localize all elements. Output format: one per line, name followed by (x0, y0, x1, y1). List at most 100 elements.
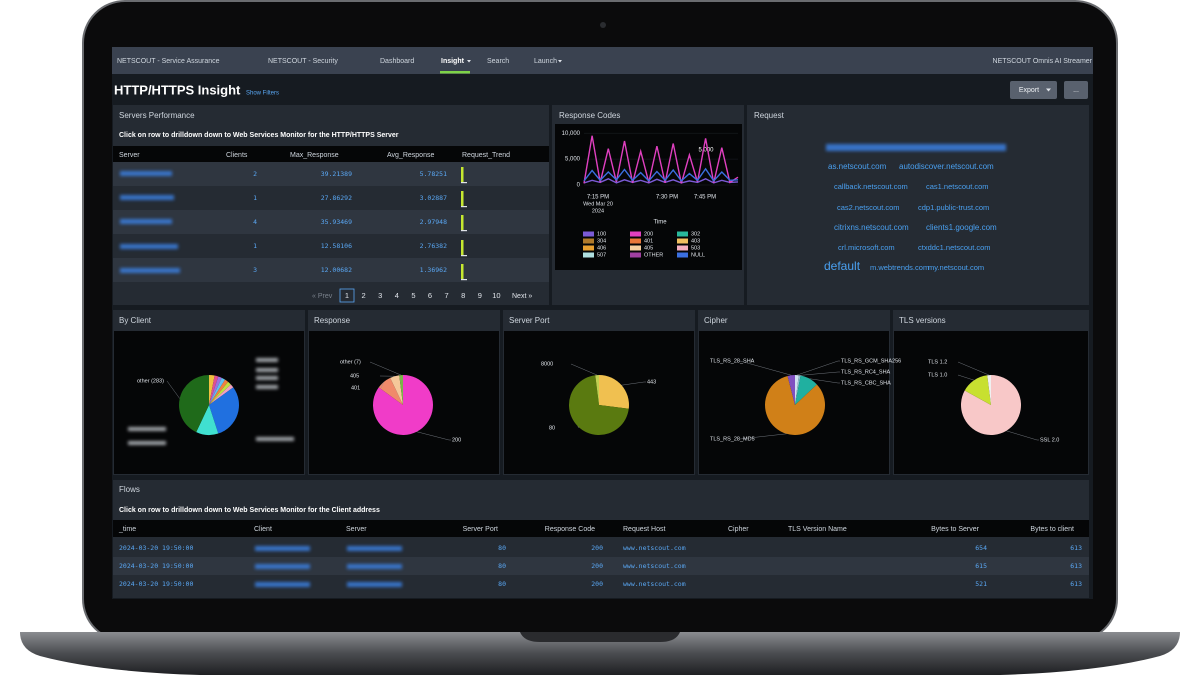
pie-slice[interactable] (209, 375, 215, 405)
request-word[interactable]: as.netscout.com (828, 162, 887, 171)
column-header[interactable]: Client (254, 526, 272, 533)
column-header[interactable]: Request_Trend (462, 152, 510, 159)
more-label[interactable]: ... (1073, 87, 1079, 94)
column-header[interactable]: Server (119, 152, 140, 159)
column-header[interactable]: Avg_Response (387, 152, 434, 159)
column-header[interactable]: Server (346, 526, 367, 533)
page-number[interactable]: 10 (492, 291, 500, 300)
pie-slice[interactable] (209, 376, 222, 405)
page-number[interactable]: 2 (362, 291, 366, 300)
pie-slice[interactable] (599, 375, 629, 409)
request-word[interactable]: m.webtrends.com (870, 263, 929, 272)
table-row[interactable] (113, 557, 1089, 575)
more-button[interactable] (1064, 81, 1088, 99)
pie-slice[interactable] (179, 375, 209, 433)
next-page[interactable]: Next » (512, 293, 532, 300)
nav-item[interactable]: Search (487, 58, 509, 65)
pie-slice[interactable] (795, 375, 799, 405)
pie-slice[interactable] (196, 405, 219, 435)
request-word[interactable]: clients1.google.com (926, 223, 997, 232)
pie-slice[interactable] (795, 375, 801, 405)
request-word[interactable]: my.netscout.com (928, 263, 984, 272)
pie-slice[interactable] (595, 375, 599, 405)
column-header[interactable]: Server Port (463, 526, 498, 533)
nav-item[interactable]: Dashboard (380, 58, 414, 65)
pie-slice[interactable] (209, 381, 231, 405)
pie-slice[interactable] (209, 377, 226, 405)
page-number[interactable]: 7 (445, 291, 449, 300)
pie-slice[interactable] (378, 377, 403, 405)
pie-slice[interactable] (987, 375, 991, 405)
table-cell: 615 (975, 562, 987, 570)
page-number[interactable]: 3 (378, 291, 382, 300)
pie-slice[interactable] (795, 375, 817, 405)
column-header[interactable]: Response Code (545, 526, 595, 533)
column-header[interactable]: Cipher (728, 526, 749, 533)
leader-line (739, 360, 792, 376)
pie-slice[interactable] (373, 374, 434, 435)
request-word[interactable]: crl.microsoft.com (838, 243, 895, 252)
legend-label: OTHER (644, 252, 663, 258)
request-panel (747, 105, 1089, 305)
nav-item[interactable]: NETSCOUT - Service Assurance (117, 58, 220, 65)
page-number[interactable]: 8 (461, 291, 465, 300)
pie-slice[interactable] (765, 375, 826, 435)
pie-slice[interactable] (209, 379, 229, 405)
export-button[interactable] (1010, 81, 1057, 99)
table-row[interactable] (113, 210, 549, 234)
export-label[interactable]: Export (1019, 87, 1039, 94)
pie-slice[interactable] (209, 387, 239, 434)
nav-item[interactable]: Launch (534, 58, 557, 65)
pie-slice[interactable] (209, 384, 234, 405)
pie-slice[interactable] (209, 375, 219, 405)
column-header[interactable]: TLS Version Name (788, 526, 847, 533)
column-header[interactable]: Bytes to Server (931, 526, 980, 533)
panel-title: Response (314, 316, 351, 325)
column-header[interactable]: Bytes to client (1030, 526, 1074, 533)
request-word[interactable]: cdp1.public-trust.com (918, 203, 989, 212)
request-word[interactable]: callback.netscout.com (834, 182, 908, 191)
legend-label: 503 (691, 245, 700, 251)
pie-slice[interactable] (568, 375, 629, 436)
pie-slice[interactable] (787, 375, 795, 405)
nav-item[interactable]: NETSCOUT - Security (268, 58, 338, 65)
request-word[interactable]: ctxddc1.netscout.com (918, 243, 991, 252)
legend-label: 507 (597, 252, 606, 258)
flows-panel (113, 480, 1089, 598)
active-page (339, 288, 355, 303)
table-row[interactable] (113, 162, 549, 186)
table-cell: 4 (253, 218, 257, 226)
column-header[interactable]: _time (118, 526, 136, 533)
caret (558, 60, 562, 63)
page-number[interactable]: 1 (345, 291, 349, 300)
leader-line (577, 426, 580, 429)
legend-label: NULL (691, 252, 705, 258)
request-word[interactable]: autodiscover.netscout.com (899, 162, 994, 171)
panel-title: By Client (119, 316, 152, 325)
column-header[interactable]: Request Host (623, 526, 665, 533)
pie-label: other (7) (340, 359, 361, 365)
pie-slice[interactable] (399, 375, 403, 405)
pie-label: TLS_RS_CBC_SHA (841, 380, 891, 386)
request-word[interactable]: cas2.netscout.com (837, 203, 900, 212)
column-header[interactable]: Max_Response (290, 152, 339, 159)
page-number[interactable]: 4 (395, 291, 399, 300)
request-word[interactable]: cas1.netscout.com (926, 182, 989, 191)
pie-slice[interactable] (961, 375, 1022, 435)
page-number[interactable]: 9 (478, 291, 482, 300)
pie-slice[interactable] (390, 375, 403, 405)
pie-label: TLS_RS_28_SHA (710, 358, 755, 364)
panel-subtitle: Click on row to drilldown down to Web Se… (119, 132, 399, 139)
page-number[interactable]: 6 (428, 291, 432, 300)
request-word[interactable]: default (824, 259, 861, 273)
page-number[interactable]: 5 (411, 291, 415, 300)
column-header[interactable]: Clients (226, 152, 248, 159)
nav-item[interactable]: Insight (441, 58, 465, 65)
prev-page[interactable]: « Prev (312, 293, 333, 300)
show-filters[interactable]: Show Filters (246, 91, 279, 97)
table-header (113, 146, 549, 163)
pie-slice[interactable] (964, 375, 991, 405)
table-row[interactable] (113, 258, 549, 282)
request-word[interactable]: citrixns.netscout.com (834, 223, 909, 232)
page-title: HTTP/HTTPS Insight (114, 82, 241, 97)
